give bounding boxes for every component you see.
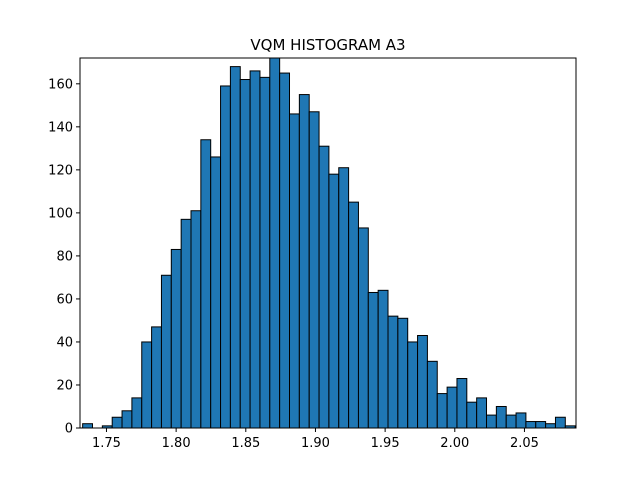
- histogram-bar: [318, 145, 330, 429]
- x-tick-label: 2.05: [510, 436, 539, 451]
- plot-frame: [79, 57, 577, 429]
- histogram-bar: [554, 416, 566, 429]
- y-tick-label: 0: [65, 422, 73, 437]
- histogram-bar: [466, 401, 478, 429]
- histogram-bar: [495, 405, 507, 429]
- histogram-bar: [545, 423, 556, 429]
- x-tick-label: 2.00: [440, 436, 469, 451]
- y-tick-label: 120: [48, 163, 73, 178]
- histogram-bar: [407, 341, 419, 429]
- y-tick-label: 160: [48, 77, 73, 92]
- histogram-bar: [180, 218, 192, 429]
- y-tick-label: 60: [56, 292, 73, 307]
- histogram-bar: [131, 397, 143, 429]
- histogram-bar: [298, 94, 310, 429]
- histogram-bar: [220, 85, 231, 429]
- histogram-bar: [249, 70, 261, 429]
- histogram-bar: [486, 414, 497, 429]
- histogram-bar: [151, 326, 162, 429]
- histogram-bar: [446, 386, 458, 429]
- histogram-bar: [210, 156, 222, 429]
- x-tick-label: 1.75: [92, 436, 121, 451]
- histogram-bar: [328, 173, 340, 429]
- histogram-bar: [505, 414, 517, 429]
- x-tick-label: 1.95: [371, 436, 400, 451]
- y-tick-label: 40: [56, 335, 73, 350]
- y-tick-label: 100: [48, 206, 73, 221]
- histogram-bar: [279, 72, 291, 429]
- histogram-bar: [426, 360, 438, 429]
- histogram-bar: [397, 317, 409, 429]
- histogram-bar: [269, 57, 281, 429]
- histogram-bar: [456, 378, 468, 429]
- histogram-bar: [377, 289, 389, 429]
- histogram-bar: [200, 139, 212, 429]
- histogram-bar: [259, 76, 271, 429]
- x-tick-label: 1.85: [231, 436, 260, 451]
- histogram-bar: [239, 79, 251, 429]
- histogram-bar: [515, 412, 527, 429]
- histogram-bar: [308, 111, 320, 429]
- histogram-bar: [338, 167, 350, 429]
- histogram-bar: [229, 66, 241, 429]
- y-tick-label: 20: [56, 378, 73, 393]
- histogram-bar: [170, 248, 182, 429]
- y-tick-label: 80: [56, 249, 73, 264]
- histogram-bar: [111, 416, 123, 429]
- histogram-bar: [348, 201, 359, 429]
- x-tick-label: 1.90: [301, 436, 330, 451]
- histogram-bar: [367, 291, 379, 429]
- histogram-bar: [417, 335, 428, 429]
- histogram-bar: [535, 421, 547, 429]
- y-tick-label: 140: [48, 120, 73, 135]
- histogram-bar: [525, 421, 537, 429]
- histogram-bar: [141, 341, 153, 429]
- histogram-bar: [387, 315, 399, 429]
- histogram-bar: [289, 113, 300, 429]
- histogram-bar: [160, 274, 172, 429]
- y-axis: 0 20 40 60 80 100 120 140 160: [48, 77, 80, 437]
- chart-title: VQM HISTOGRAM A3: [250, 36, 405, 54]
- x-axis: 1.75 1.80 1.85 1.90 1.95 2.00 2.05: [92, 428, 539, 451]
- histogram-bar: [476, 397, 488, 429]
- histogram-bar: [436, 393, 448, 429]
- histogram-bars: [82, 57, 576, 429]
- histogram-bar: [82, 423, 93, 429]
- histogram-bar: [121, 410, 133, 429]
- histogram-bar: [190, 210, 202, 429]
- histogram-bar: [357, 227, 369, 429]
- x-tick-label: 1.80: [162, 436, 191, 451]
